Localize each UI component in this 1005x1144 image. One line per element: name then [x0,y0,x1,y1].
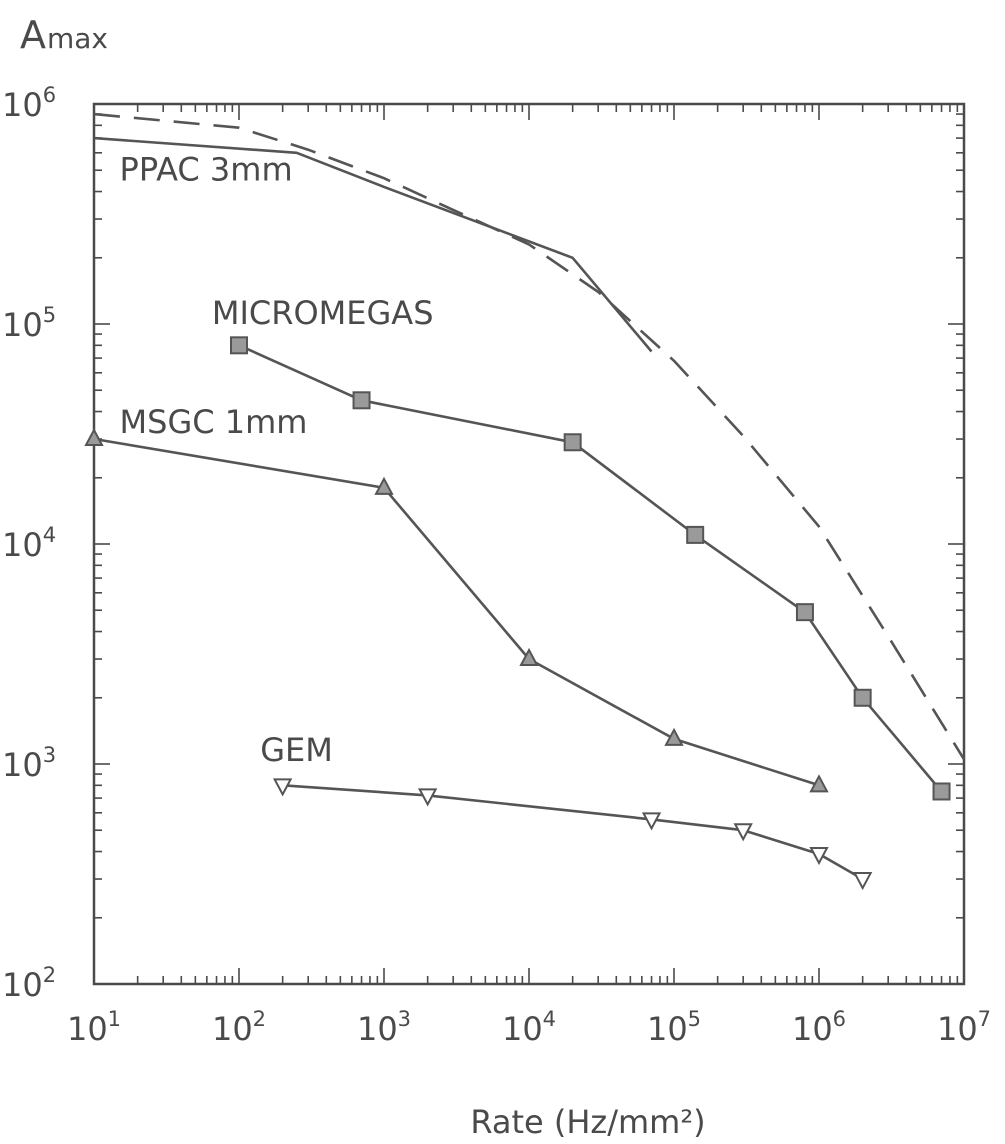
series-line [93,437,820,787]
data-point-square [563,433,582,452]
y-axis-title: Amax [20,13,108,57]
data-point-triangle-up [519,647,539,667]
series-line [282,784,864,881]
data-point-square [932,782,951,801]
data-point-square [686,525,705,544]
data-point-triangle-down [733,823,753,842]
data-point-square [795,603,814,622]
series-1 [93,112,966,760]
y-tick-label: 102 [2,963,56,1004]
axis-ticks [93,103,965,985]
data-point-square [230,336,248,355]
data-point-square [853,688,872,707]
x-axis-title: Rate (Hz/mm²) [470,1103,705,1141]
y-tick-label: 105 [2,303,56,344]
data-point-triangle-down [417,788,438,807]
x-tick-labels: 101 102 103 104 105 106 107 [67,1007,991,1048]
y-axis-title-main: A [20,13,46,57]
series-line [93,136,653,353]
data-point-triangle-down [852,872,873,891]
y-axis-title-sub: max [47,22,108,55]
plot-frame [92,102,966,986]
y-tick-label: 106 [2,83,56,124]
y-tick-label: 103 [2,743,56,784]
x-tick-label: 101 [67,1007,121,1048]
series-0 [93,136,653,353]
series-3 [84,427,829,793]
x-tick-label: 103 [357,1007,411,1048]
series-label: MICROMEGAS [212,294,434,332]
series-4 [272,778,873,891]
data-point-triangle-up [374,476,394,495]
series-line [93,112,966,760]
series-line [238,344,943,793]
x-tick-label: 106 [792,1007,846,1048]
data-point-square [352,391,371,410]
x-tick-label: 104 [502,1007,556,1048]
data-point-triangle-up [84,427,104,447]
series-label: GEM [260,731,333,769]
data-point-triangle-down [272,778,293,797]
x-tick-label: 102 [212,1007,266,1048]
data-point-triangle-down [641,812,662,831]
data-point-triangle-up [809,774,829,793]
series-label: PPAC 3mm [120,150,293,188]
series-labels: PPAC 3mm MICROMEGAS MSGC 1mm GEM [120,150,434,769]
series-label: MSGC 1mm [120,403,308,441]
data-point-triangle-down [809,846,829,866]
y-tick-labels: 102 103 104 105 106 [2,83,56,1004]
x-tick-label: 107 [937,1007,991,1048]
data-point-triangle-up [664,727,684,746]
x-tick-label: 105 [647,1007,701,1048]
series-2 [230,336,951,801]
svg-text:Amax: Amax [20,13,108,57]
y-tick-label: 104 [2,523,56,564]
series-group [84,112,966,891]
